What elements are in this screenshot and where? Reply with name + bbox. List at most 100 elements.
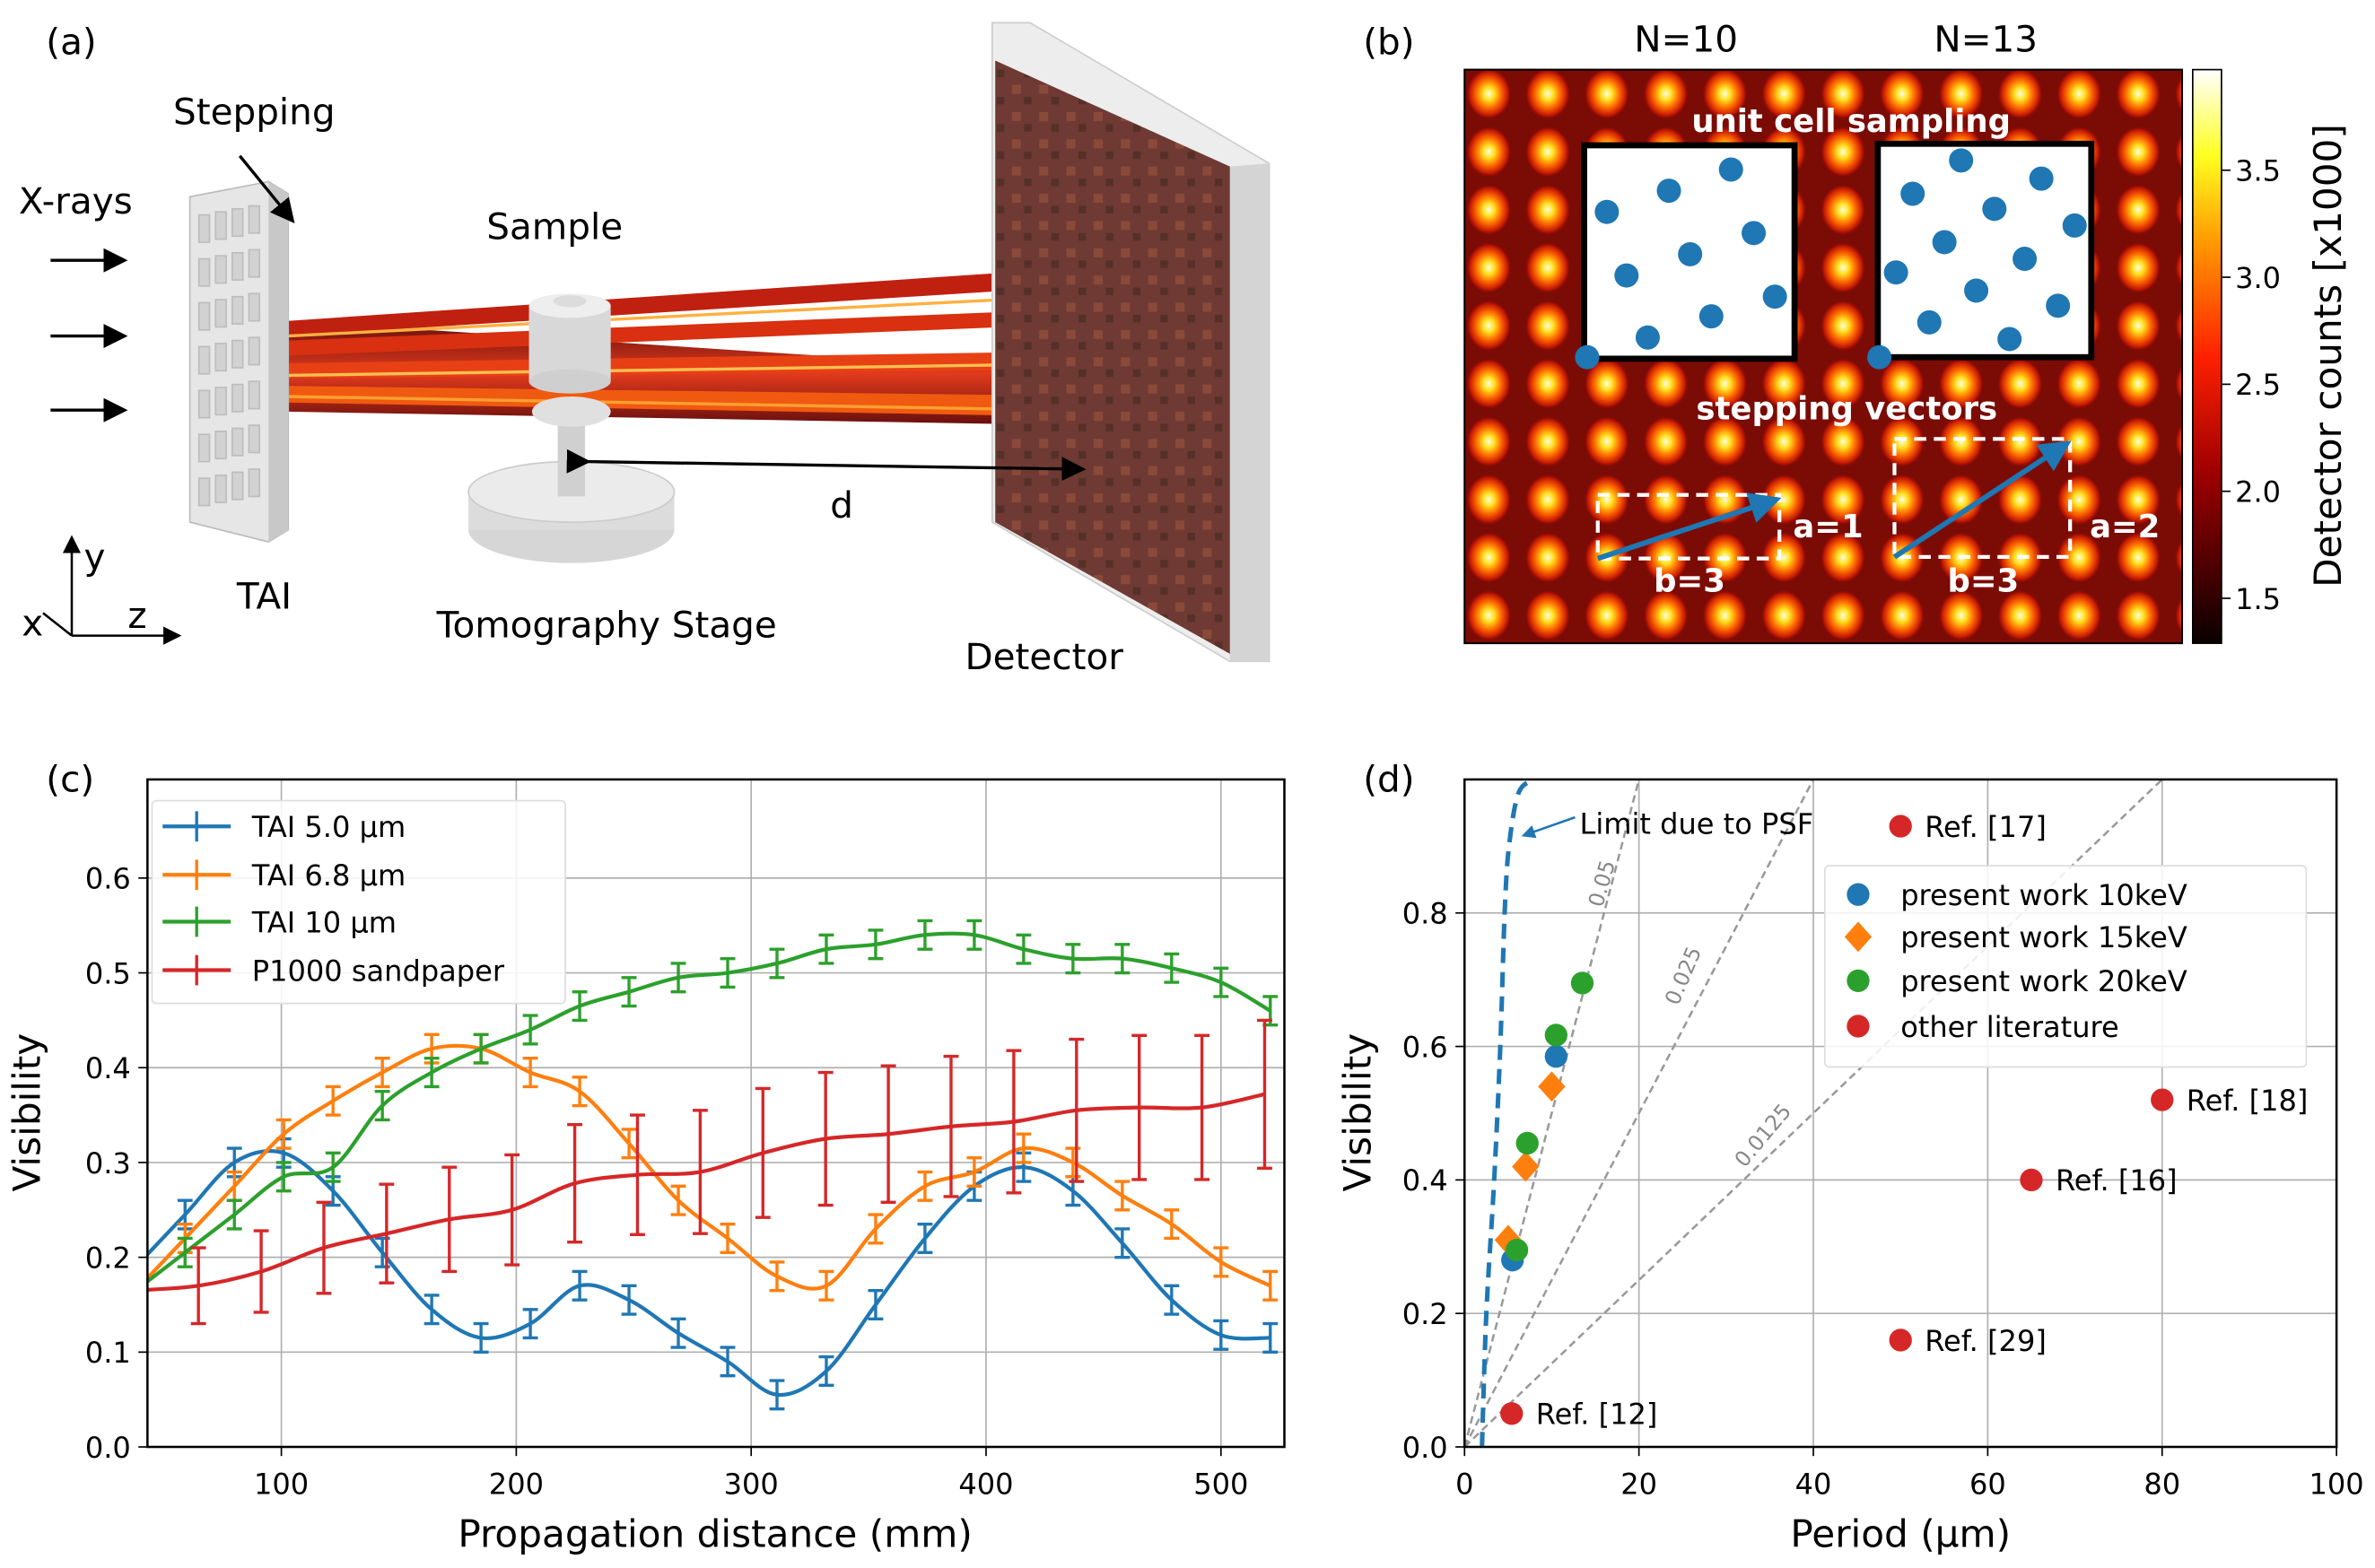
heatmap-spot	[1465, 69, 1512, 120]
reference-line	[1464, 779, 1640, 1448]
d-point-series-3	[1889, 814, 1912, 838]
reference-label: Ref. [12]	[1536, 1398, 1658, 1432]
tai-hole	[214, 431, 227, 460]
panel-c-label: (c)	[46, 757, 94, 800]
b1-label: b=3	[1654, 563, 1725, 600]
c-y-tick-label: 0.2	[85, 1241, 131, 1275]
legend-entry: TAI 6.8 µm	[251, 858, 406, 893]
coordinate-axes	[42, 535, 182, 645]
c-errorbar	[966, 1155, 982, 1189]
n10-label: N=10	[1634, 17, 1738, 60]
d-point-series-3	[2151, 1088, 2174, 1111]
tai-hole	[197, 257, 211, 287]
heatmap-spot	[1643, 69, 1689, 120]
c-errorbar	[423, 1294, 440, 1326]
heatmap-spot	[1879, 69, 1925, 120]
d-y-tick-label: 0.4	[1402, 1163, 1448, 1198]
heatmap-spot	[1584, 358, 1630, 410]
heatmap-spot	[1879, 358, 1925, 410]
d-point-series-2	[1515, 1131, 1539, 1155]
heatmap-spot	[1760, 69, 1807, 120]
heatmap-spot	[2115, 69, 2161, 120]
c-errorbar	[567, 1122, 583, 1244]
heatmap-spot	[1524, 126, 1571, 178]
stage-label: Tomography Stage	[436, 603, 777, 646]
c-errorbar	[325, 1085, 341, 1117]
heatmap-spot	[2174, 248, 2183, 287]
legend-entry: other literature	[1900, 1010, 2119, 1044]
reference-label: Ref. [17]	[1925, 810, 2047, 844]
tai-hole	[231, 295, 244, 325]
sample-label: Sample	[486, 205, 623, 248]
c-errorbar	[868, 1288, 884, 1321]
sampling-dot-n13	[1949, 148, 1974, 173]
c-errorbar	[621, 976, 637, 1008]
heatmap-spot	[2115, 474, 2161, 526]
tai-hole	[231, 339, 244, 369]
heatmap-spot	[2174, 480, 2183, 519]
heatmap-spot	[1524, 589, 1571, 641]
c-errorbar	[379, 1182, 395, 1285]
heatmap-spot	[1997, 415, 2043, 468]
a2-label: a=2	[2090, 509, 2160, 545]
heatmap-spot	[1702, 415, 1748, 468]
panel-c-chart: (c) 100 200 300 400 500 0.0 0.1 0.2 0.3 0.4 0.5 0.6…	[5, 757, 1286, 1555]
d-legend: present work 10keV present work 15keV pres…	[1823, 865, 2308, 1068]
c-errorbar	[966, 919, 982, 951]
sampling-dot-n10	[1698, 304, 1724, 329]
heatmap-spot	[1938, 474, 1984, 526]
heatmap-spot	[1879, 415, 1925, 468]
heatmap-spot	[1820, 184, 1866, 236]
heatmap-spot	[1643, 415, 1689, 468]
heatmap-spot	[2115, 531, 2161, 584]
c-errorbar	[1194, 1033, 1210, 1181]
sampling-dot-n13	[1964, 278, 1989, 303]
c-errorbar	[423, 1056, 440, 1089]
tai-label: TAI	[236, 574, 292, 617]
c-x-tick-label: 500	[1193, 1467, 1248, 1501]
tai-hole	[248, 248, 261, 278]
heatmap-spot	[2056, 474, 2102, 526]
heatmap-spot	[2115, 241, 2161, 294]
sampling-dot-n10	[1656, 179, 1681, 204]
ref-line-label: 0.05	[1584, 858, 1620, 910]
heatmap-spot	[1820, 126, 1866, 178]
c-errorbar	[374, 1056, 390, 1089]
sampling-dot-n10	[1635, 325, 1660, 350]
heatmap-spot	[1879, 474, 1925, 526]
heatmap-spot	[1938, 589, 1984, 641]
psf-annotation-arrow	[1521, 815, 1576, 839]
heatmap-spot	[1702, 358, 1748, 410]
tai-hole	[214, 387, 227, 416]
c-errorbar	[769, 1379, 785, 1411]
panel-a-label: (a)	[46, 21, 96, 64]
tai-hole	[248, 336, 261, 366]
d-x-tick-label: 40	[1795, 1467, 1832, 1501]
heatmap-spot	[1524, 358, 1571, 410]
c-errorbar	[917, 1222, 933, 1255]
d-point-series-1	[1538, 1071, 1566, 1102]
colorbar-tick-label: 3.0	[2235, 261, 2281, 295]
c-y-axis-label: Visibility	[5, 1033, 49, 1192]
legend-marker	[1847, 1015, 1870, 1038]
tai-hole	[197, 477, 211, 507]
axis-y-label: y	[83, 535, 105, 578]
psf-limit-curve	[1480, 779, 1536, 1448]
sampling-dot-n13	[1932, 230, 1957, 255]
colorbar-label: Detector counts [x1000]	[2306, 124, 2350, 588]
d-y-tick-label: 0.0	[1402, 1431, 1448, 1465]
heatmap-spot	[1524, 474, 1571, 526]
heatmap-spot	[1524, 184, 1571, 236]
n13-label: N=13	[1934, 17, 2038, 60]
c-errorbar	[522, 1014, 538, 1046]
c-errorbar	[441, 1165, 458, 1274]
d-point-series-3	[1889, 1328, 1912, 1352]
c-x-tick-label: 400	[958, 1467, 1013, 1501]
c-errorbar	[128, 1276, 144, 1305]
c-errorbar	[275, 1118, 292, 1150]
d-x-tick-label: 80	[2144, 1467, 2180, 1501]
tai-hole	[231, 427, 244, 457]
heatmap-spot	[1643, 589, 1689, 641]
heatmap-spot	[1643, 474, 1689, 526]
c-errorbar	[621, 1284, 637, 1316]
